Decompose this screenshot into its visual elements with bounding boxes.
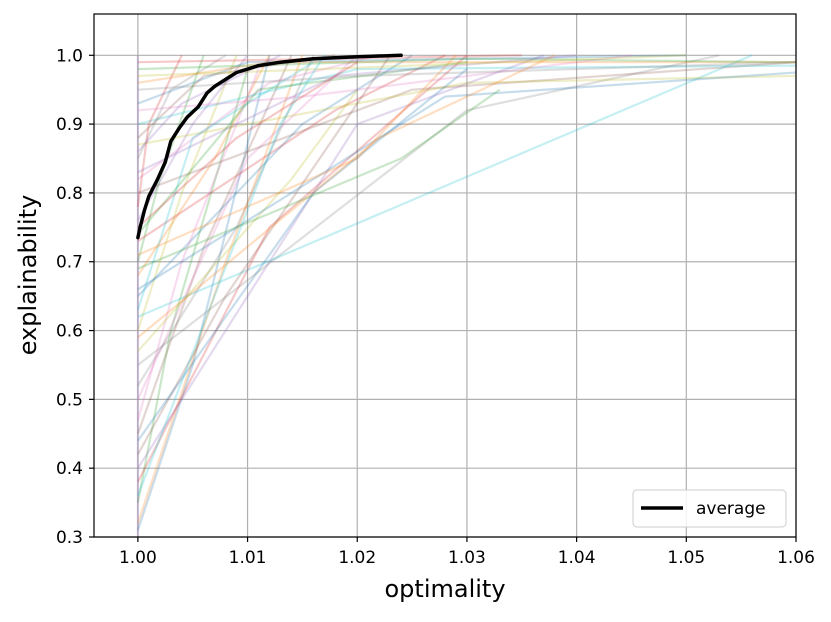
trial-line-9 xyxy=(137,54,753,318)
y-tick-label-2: 0.5 xyxy=(56,390,83,410)
trial-line-3 xyxy=(136,54,468,483)
x-tick-label-4: 1.04 xyxy=(558,548,596,568)
trial-line-8 xyxy=(136,54,238,331)
y-tick-label-3: 0.6 xyxy=(56,322,83,342)
x-tick-label-1: 1.01 xyxy=(229,548,267,568)
series-lines xyxy=(136,53,403,240)
trial-line-13 xyxy=(137,54,446,243)
trial-line-40 xyxy=(137,68,468,442)
trial-line-33 xyxy=(136,54,183,207)
trial-line-20 xyxy=(137,54,687,105)
trial-line-6 xyxy=(136,54,359,400)
trial-line-31 xyxy=(137,54,457,256)
trial-line-22 xyxy=(137,57,796,71)
y-tick-label-7: 1.0 xyxy=(56,46,83,66)
trial-line-18 xyxy=(137,74,796,146)
trial-line-19 xyxy=(137,64,796,126)
trial-line-32 xyxy=(137,61,468,235)
legend: average xyxy=(632,489,787,528)
x-tick-label-6: 1.06 xyxy=(777,548,815,568)
plot-frame xyxy=(93,13,797,538)
series-line-average xyxy=(136,53,403,240)
trial-line-29 xyxy=(136,61,314,311)
trial-line-26 xyxy=(136,68,260,421)
y-tick-label-5: 0.8 xyxy=(56,184,83,204)
trial-line-1 xyxy=(136,54,304,524)
trial-line-34 xyxy=(137,54,577,174)
trial-line-5 xyxy=(136,54,293,435)
legend-label-average: average xyxy=(696,499,766,519)
trial-line-7 xyxy=(137,54,720,366)
x-tick-label-0: 1.00 xyxy=(119,548,157,568)
x-tick-label-3: 1.03 xyxy=(448,548,486,568)
trial-line-2 xyxy=(136,68,249,503)
trial-line-39 xyxy=(136,54,326,497)
trial-line-11 xyxy=(136,54,271,277)
x-axis: 1.00 1.01 1.02 1.03 1.04 1.05 1.06 xyxy=(119,537,815,568)
trial-line-38 xyxy=(137,54,687,77)
trial-line-17 xyxy=(136,54,227,159)
trial-line-4 xyxy=(136,54,545,469)
trial-line-41 xyxy=(137,54,556,339)
y-axis: 0.3 0.4 0.5 0.6 0.7 0.8 0.9 1.0 xyxy=(56,46,94,548)
trial-line-30 xyxy=(137,71,796,291)
trial-line-10 xyxy=(137,54,413,297)
x-axis-title: optimality xyxy=(384,575,505,603)
y-tick-label-1: 0.4 xyxy=(56,459,83,479)
trial-line-42 xyxy=(137,88,501,270)
x-tick-label-5: 1.05 xyxy=(667,548,705,568)
trial-lines xyxy=(136,54,796,537)
legend-box xyxy=(632,489,787,528)
trial-line-44 xyxy=(137,54,281,153)
trial-line-28 xyxy=(137,89,359,352)
trial-line-37 xyxy=(137,61,796,91)
trial-line-0 xyxy=(136,55,271,531)
trial-line-43 xyxy=(137,61,358,229)
trial-line-15 xyxy=(137,61,796,194)
trial-line-27 xyxy=(136,54,315,387)
y-tick-label-4: 0.7 xyxy=(56,253,83,273)
y-tick-label-0: 0.3 xyxy=(56,528,83,548)
trial-line-12 xyxy=(136,54,205,262)
y-tick-label-6: 0.9 xyxy=(56,115,83,135)
trial-line-16 xyxy=(137,54,380,181)
trial-line-25 xyxy=(136,54,392,455)
y-axis-title: explainability xyxy=(14,195,42,356)
x-tick-label-2: 1.02 xyxy=(338,548,376,568)
trial-line-36 xyxy=(137,54,632,112)
